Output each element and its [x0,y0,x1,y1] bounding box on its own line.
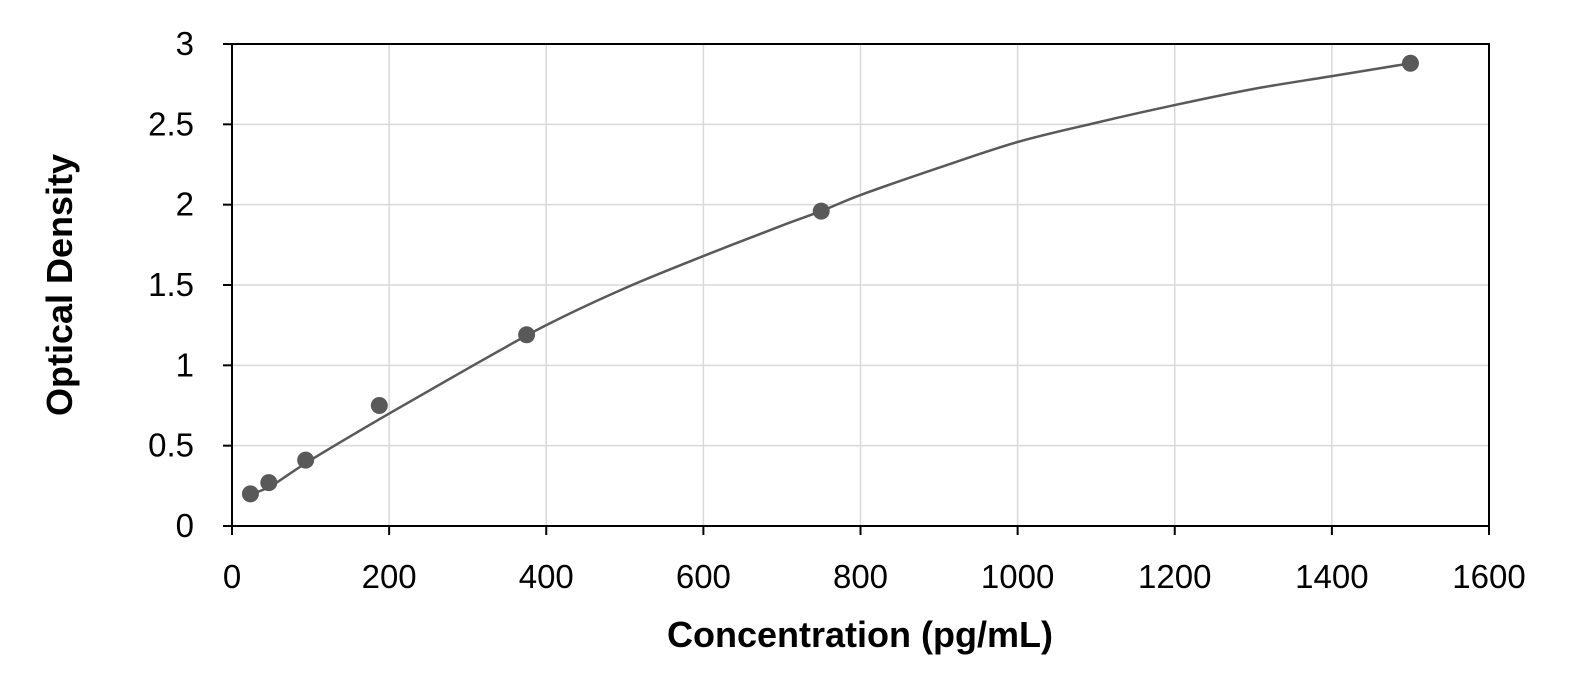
data-point [297,451,315,469]
data-points-layer [241,54,1419,503]
y-tick-label: 0 [176,507,194,544]
y-tick-label: 2.5 [148,105,194,142]
y-axis-title: Optical Density [39,154,80,416]
grid-lines [232,44,1489,526]
y-tick-label: 1.5 [148,266,194,303]
x-tick-label: 1000 [981,558,1054,595]
y-tick-label: 2 [176,186,194,223]
x-tick-label: 400 [519,558,574,595]
x-axis-title: Concentration (pg/mL) [667,614,1053,655]
data-point [518,326,536,344]
axis-ticks [223,43,1490,535]
fit-curve-layer [251,62,1411,496]
x-tick-label: 1200 [1138,558,1211,595]
tick-labels: 0 200 400 600 800 1000 1200 1400 1600 0 0.5 1 1.5 2 2.… [148,25,1526,595]
data-point [370,397,388,414]
x-tick-label: 1400 [1295,558,1368,595]
data-point [1401,54,1419,72]
y-tick-label: 1 [176,346,194,383]
x-tick-label: 800 [833,558,888,595]
data-point [241,485,259,503]
x-tick-label: 600 [676,558,731,595]
data-point [812,202,830,220]
data-point [260,474,278,492]
x-tick-label: 200 [362,558,417,595]
x-tick-label: 1600 [1452,558,1525,595]
y-tick-label: 0.5 [148,427,194,464]
x-tick-label: 0 [223,558,241,595]
fit-curve-line [251,62,1411,496]
y-tick-label: 3 [176,25,194,62]
